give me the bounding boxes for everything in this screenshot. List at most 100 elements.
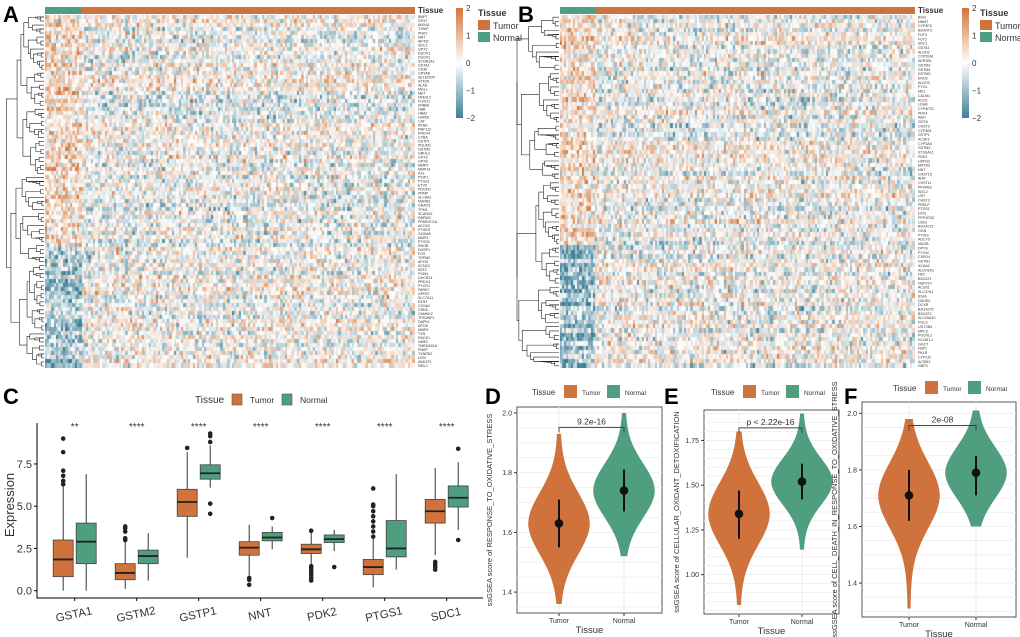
dendrogram-branch [29, 123, 42, 133]
gene-label: KCNC2 [418, 264, 430, 268]
dendrogram-branch [554, 90, 559, 96]
gene-label: B3GNT3 [918, 29, 932, 33]
dendrogram-branch [550, 361, 559, 364]
gene-label: GSTP1 [918, 133, 930, 137]
dendrogram-branch [553, 335, 559, 340]
gene-label: GSTM2 [918, 146, 930, 150]
y-tick-label: 2.0 [847, 411, 857, 418]
gene-label: ACOX2 [418, 224, 430, 228]
significance-label: **** [315, 422, 331, 433]
dendrogram-branch [521, 330, 546, 351]
dendrogram-branch [552, 143, 559, 147]
x-tick-label: NNT [247, 607, 273, 624]
outlier-point [246, 582, 252, 588]
gene-label: CAT [418, 120, 426, 124]
dendrogram-branch [38, 317, 44, 321]
dendrogram-branch [554, 165, 559, 171]
dendrogram-branch [552, 16, 559, 25]
gene-label: NUP210 [918, 281, 932, 285]
panel-label-a: A [3, 2, 19, 27]
gene-label: GPX7 [418, 19, 428, 23]
gene-label: ACSF2 [918, 138, 930, 142]
violin-f: Tissue Tumor Normal 1.4 1.6 1.8 2.0 ssGSEA scor… [830, 381, 1017, 637]
outlier-point [184, 445, 190, 451]
legend-title: Tissue [478, 8, 506, 18]
gene-label: GSTA1 [918, 46, 930, 50]
dendrogram-branch [552, 173, 559, 177]
gene-label: PODXL2 [918, 334, 932, 338]
gene-label: CD36 [418, 67, 427, 71]
outlier-point [308, 528, 314, 534]
gene-label: B3GALT2 [918, 225, 934, 229]
box-normal [447, 485, 469, 508]
dendrogram-branch [521, 94, 540, 156]
dendrogram-branch [40, 16, 44, 22]
y-tick-label: 1.50 [685, 483, 699, 490]
dendrogram-branch [37, 72, 44, 76]
dendrogram-branch [516, 38, 529, 125]
legend-swatch-tumor [743, 385, 756, 398]
mean-point [619, 486, 629, 495]
dendrogram-branch [39, 265, 44, 271]
dendrogram-branch [41, 64, 44, 70]
legend-label-normal: Normal [986, 386, 1008, 393]
gene-label: APOE [418, 324, 429, 328]
x-tick-label: GSTM2 [115, 605, 156, 625]
gene-label: MMP3 [418, 236, 428, 240]
x-tick-label: Tumor [729, 619, 750, 626]
dendrogram-branch [38, 157, 44, 162]
gene-label: GSTA1 [418, 63, 430, 67]
gene-label: CHST11 [918, 181, 932, 185]
gene-label: S100A9 [418, 232, 431, 236]
gene-label: CES1 [918, 220, 927, 224]
dendrogram-branch [550, 73, 559, 80]
gene-label: CRYAB [418, 71, 431, 75]
color-scale-tick: 2 [466, 4, 471, 13]
dendrogram-branch [37, 16, 44, 20]
x-axis-label: Tissue [576, 625, 604, 636]
gene-label: HBB [418, 107, 426, 111]
legend-label-tumor: Tumor [582, 390, 601, 397]
dendrogram-branch [528, 26, 542, 52]
dendrogram-branch [36, 36, 44, 44]
dendrogram-branch [537, 128, 556, 136]
panel-label-e: E [664, 384, 679, 409]
gene-label: ACO1 [918, 98, 928, 102]
comparison-bracket [558, 426, 625, 433]
dendrogram-branch [34, 16, 44, 19]
x-axis-label: Tissue [758, 626, 786, 637]
gene-label: PPARGC1A [418, 220, 438, 224]
comparison-bracket [908, 425, 977, 431]
gene-label: OGN [918, 229, 927, 233]
x-tick-label: PTGS1 [364, 605, 403, 625]
gene-label: TMEM161A [418, 344, 438, 348]
dendrogram-branch [551, 208, 559, 216]
violin-d: Tissue Tumor Normal 1.4 1.6 1.8 2.0 ssGSEA scor… [485, 385, 663, 636]
gene-label: RHOB [418, 244, 429, 248]
dendrogram-branch [552, 226, 559, 229]
gene-label: NNMT [918, 20, 929, 24]
x-tick-label: Tumor [899, 622, 920, 629]
mean-point [797, 477, 807, 486]
gene-label: UST [918, 194, 926, 198]
legend-swatch-tumor [564, 385, 577, 398]
tissue-annotation-label: Tissue [418, 6, 444, 15]
dendrogram-branch [40, 217, 44, 222]
gene-label: B3GAT1 [918, 277, 932, 281]
dendrogram-branch [28, 248, 37, 259]
outlier-point [60, 478, 66, 484]
outlier-point [370, 514, 376, 519]
gene-label: FUT2 [918, 37, 927, 41]
dendrogram-branch [555, 212, 559, 218]
dendrogram-branch [39, 273, 44, 279]
dendrogram-branch [553, 269, 559, 273]
legend-swatch-tumor [980, 20, 992, 30]
dendrogram-branch [554, 260, 559, 266]
dendrogram-branch [41, 92, 44, 98]
dendrogram-branch [555, 134, 559, 140]
dendrogram-branch [39, 229, 44, 234]
gene-label: MMP2 [418, 164, 428, 168]
outlier-point [60, 436, 66, 441]
dendrogram-branch [35, 159, 40, 171]
dendrogram-branch [40, 361, 44, 367]
